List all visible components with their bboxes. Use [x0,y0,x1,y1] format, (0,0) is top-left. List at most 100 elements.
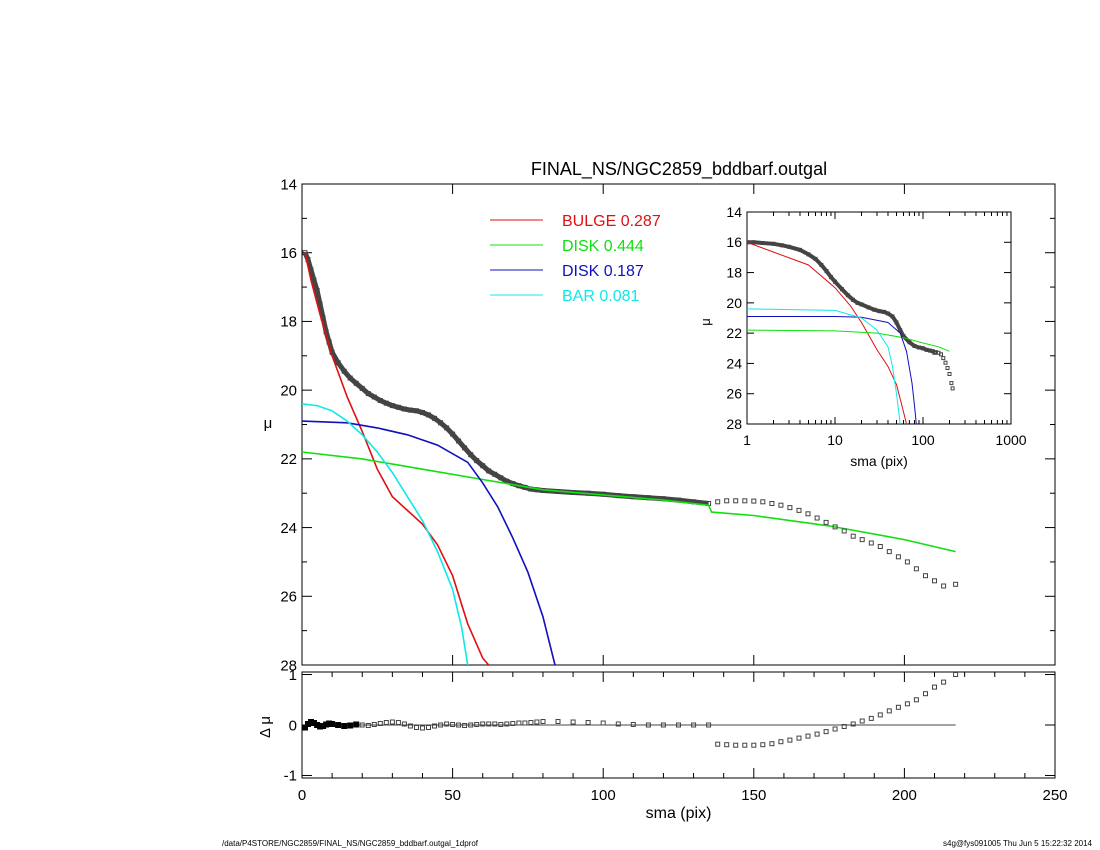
residual-point [796,735,802,741]
y-axis-label: μ [264,415,273,432]
residual-point [480,721,486,727]
residual-point [778,739,784,745]
residual-point [383,720,389,725]
outer-point [760,499,766,505]
residual-point [444,721,450,727]
y-tick-label: 20 [726,295,742,311]
residual-point [814,731,820,737]
inset-profile-point [890,314,895,319]
y-tick-label: 14 [726,204,742,220]
residual-point [715,741,721,747]
inset-series-bulge-line [747,241,907,424]
profile-point [341,368,347,374]
residual-point [353,721,360,728]
inset-profile-point [898,328,903,333]
legend-bulge-label: BULGE 0.287 [562,213,661,230]
inset-profile-point [824,269,829,274]
inset-profile-point [912,344,917,348]
outer-point [796,507,802,513]
residual-point [615,721,621,727]
residual-point [522,720,528,726]
series-bulge-line [304,252,490,665]
profile-line [302,251,709,506]
inset-profile-point [833,279,837,284]
y-tick-label: 22 [280,451,297,468]
x-tick-label: 0 [298,787,306,804]
inset-profile-point [886,311,890,316]
profile-point [426,412,431,418]
series-disk1-line [302,451,956,553]
inset-profile-point [859,302,864,307]
outer-point [923,573,928,579]
outer-point [904,559,910,565]
y-axis-label: Δ μ [257,716,274,738]
residual-point [953,672,959,677]
residual-point [600,720,606,726]
residual-point [438,722,444,728]
outer-point [805,511,811,517]
inset-profile-point [866,305,871,310]
profile-point [474,458,480,464]
profile-point [414,408,419,414]
residual-point [760,742,766,748]
x-tick-label: 250 [1042,787,1067,804]
outer-point [733,498,739,504]
inset-series-bar-line [747,308,901,424]
profile-point [377,398,383,403]
inset-profile-point [877,309,882,314]
plot-frame [746,211,1012,425]
residual-point [540,719,546,724]
profile-point [383,400,389,406]
outer-point [841,528,847,534]
residual-point [462,723,468,728]
residual-point [904,701,910,707]
x-tick-label: 50 [444,787,461,804]
residual-point [432,723,437,729]
profile-point [359,385,365,391]
y-tick-label: 1 [289,667,297,684]
residual-point [401,721,407,727]
residual-point [389,719,395,725]
inset-profile-point [752,240,756,245]
footer-file-path: /data/P4STORE/NGC2859/FINAL_NS/NGC2859_b… [222,839,478,848]
inset-profile-point [840,287,844,292]
y-tick-label: 24 [726,355,742,371]
footer-timestamp: s4g@fys091005 Thu Jun 5 15:22:32 2014 [943,839,1092,848]
residual-point [510,721,516,726]
residual-point [676,722,681,728]
residual-point [923,691,928,697]
residual-point [805,733,811,739]
residual-point [504,721,510,727]
y-tick-label: 22 [726,325,742,341]
residual-point [691,722,697,728]
inset-profile-line [747,240,936,355]
x-tick-label: 150 [741,787,766,804]
y-tick-label: 26 [726,386,742,402]
inset-outer-point [941,356,946,361]
main-plot: 14 16 18 20 22 24 26 28 μ [264,176,1056,674]
inset-profile-point [806,252,811,257]
profile-point [407,407,413,413]
x-tick-label: 1 [743,432,751,448]
residual-point [941,679,947,685]
residual-point [347,722,354,729]
residual-point [886,708,892,714]
inset-outer-point [943,360,948,365]
outer-point [941,583,947,589]
inset-profile-point [787,244,791,249]
residual-point [329,721,336,727]
residual-point [832,726,838,732]
inset-series-disk2-line [747,316,917,424]
main-series [302,250,959,665]
inset-series-disk1-line [747,329,950,352]
residual-point [769,741,775,747]
profile-point [420,410,425,415]
residual-point [468,722,474,728]
inset-outer-point [945,366,950,370]
residual-points [302,672,959,748]
inset-profile-point [760,241,765,245]
legend-disk2-label: DISK 0.187 [562,263,644,280]
profile-point [335,360,341,366]
residual-point [528,720,534,725]
